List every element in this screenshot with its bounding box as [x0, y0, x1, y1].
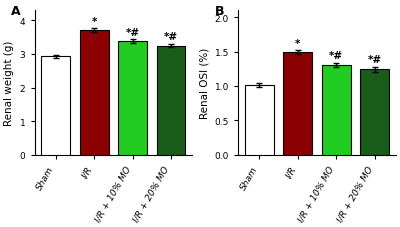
Bar — [322, 66, 351, 155]
Bar — [283, 53, 312, 155]
Bar — [360, 70, 389, 155]
Bar — [41, 57, 70, 155]
Y-axis label: Renal weight (g): Renal weight (g) — [4, 41, 14, 126]
Bar — [157, 46, 186, 155]
Bar — [80, 31, 108, 155]
Text: B: B — [214, 5, 224, 18]
Y-axis label: Renal OSI (%): Renal OSI (%) — [199, 48, 209, 119]
Text: *: * — [92, 17, 97, 27]
Text: *#: *# — [164, 32, 178, 42]
Text: *#: *# — [126, 28, 140, 38]
Text: *: * — [295, 39, 300, 49]
Bar — [245, 85, 274, 155]
Text: A: A — [11, 5, 20, 18]
Text: *#: *# — [329, 51, 343, 61]
Text: *#: *# — [368, 55, 382, 65]
Bar — [118, 42, 147, 155]
